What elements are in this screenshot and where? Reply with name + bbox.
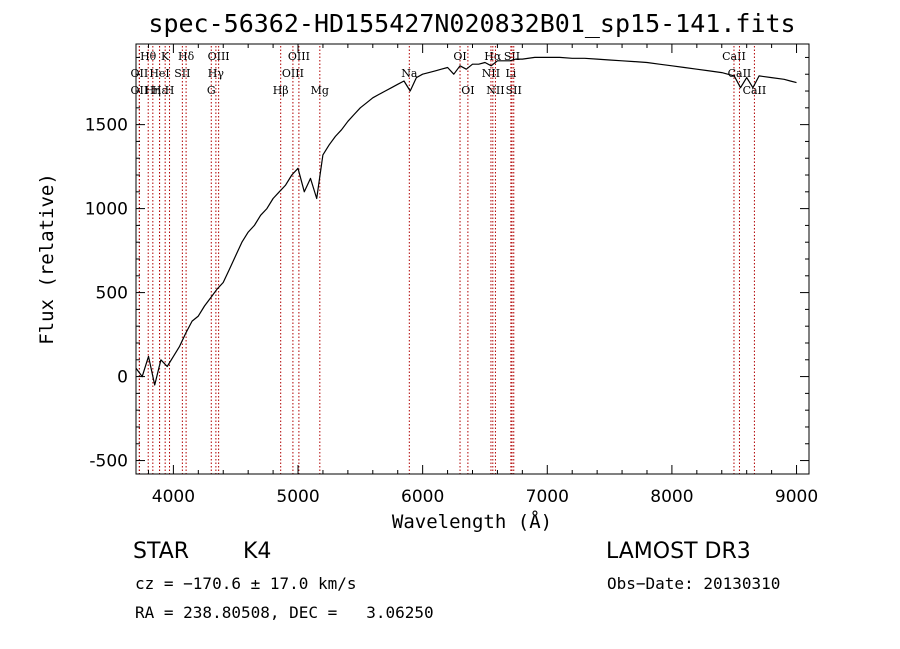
spectral-line-label: SII	[506, 84, 522, 97]
x-axis-label: Wavelength (Å)	[392, 510, 552, 533]
spectral-line-label: Mg	[311, 84, 329, 97]
x-tick-label: 7000	[526, 487, 569, 507]
x-tick-label: 5000	[276, 487, 319, 507]
spectral-line-label: CaII	[728, 67, 752, 80]
spectral-line-label: OI	[453, 50, 466, 63]
x-tick-label: 9000	[775, 487, 818, 507]
spectral-line-label: Hα	[484, 50, 502, 63]
y-tick-label: -500	[89, 452, 128, 472]
spectral-line-label: Hβ	[273, 84, 289, 97]
y-axis-label: Flux (relative)	[36, 173, 58, 345]
spectral-line-label: OII	[131, 84, 149, 97]
spectral-line-label: Hη	[145, 84, 161, 97]
survey-name: LAMOST DR3	[606, 539, 751, 564]
chart-title: spec-56362-HD155427N020832B01_sp15-141.f…	[148, 9, 795, 38]
spectral-line-label: Na	[401, 67, 418, 80]
spectral-line-label: CaII	[722, 50, 746, 63]
spectral-line-label: NII	[482, 67, 500, 80]
spectrum-series-line	[135, 56, 797, 386]
x-tick-label: 4000	[152, 487, 195, 507]
spectral-line-label: HeI	[149, 67, 169, 80]
spectral-line-label: K	[161, 50, 170, 63]
spectral-line-label: Hε	[152, 84, 168, 97]
spectral-line-label: Li	[505, 67, 516, 80]
plot-layer: Hθ OII OII Hε K HeI Hη H Hδ SII OIII Hγ G Hβ OIII OIII M…	[85, 44, 818, 507]
spectral-line-label: Hγ	[208, 67, 225, 80]
spectral-line-label: H	[165, 84, 175, 97]
spectral-line-label: NII	[486, 84, 504, 97]
y-tick-label: 500	[96, 284, 128, 304]
spectral-line-label: Hδ	[178, 50, 195, 63]
coordinates: RA = 238.80508, DEC = 3.06250	[135, 603, 434, 622]
y-tick-label: 1000	[85, 200, 128, 220]
object-class: STAR	[133, 539, 190, 564]
x-tick-label: 6000	[401, 487, 444, 507]
x-tick-label: 8000	[650, 487, 693, 507]
object-subclass: K4	[243, 539, 272, 564]
spectral-line-label: CaII	[743, 84, 767, 97]
observation-date: Obs−Date: 20130310	[607, 574, 781, 593]
spectral-line-label: Hθ	[140, 50, 157, 63]
y-tick-label: 1500	[85, 116, 128, 136]
spectral-line-label: OIII	[208, 50, 230, 63]
plot-frame	[135, 43, 810, 475]
spectral-line-label: OIII	[282, 67, 304, 80]
y-tick-label: 0	[117, 368, 128, 388]
spectral-line-label: OI	[461, 84, 474, 97]
redshift-velocity: cz = −170.6 ± 17.0 km/s	[135, 574, 357, 593]
spectral-line-label: SII	[174, 67, 190, 80]
spectral-line-label: G	[207, 84, 216, 97]
spectral-line-label: OIII	[288, 50, 310, 63]
spectral-line-label: SII	[504, 50, 520, 63]
spectral-line-label: OII	[131, 67, 149, 80]
